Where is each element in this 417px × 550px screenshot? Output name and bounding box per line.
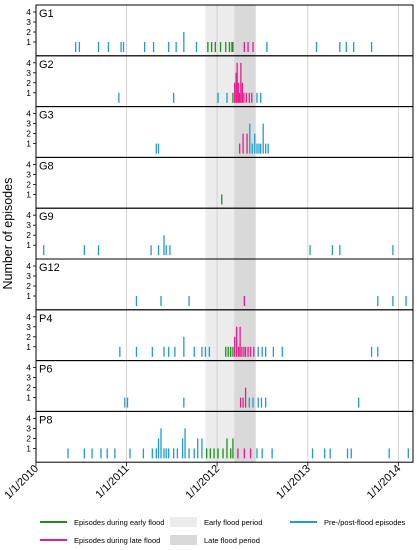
panel-label: G2	[39, 59, 54, 71]
legend-label: Episodes during late flood	[74, 536, 160, 545]
y-tick-label: 1	[26, 189, 31, 199]
y-tick-label: 3	[26, 220, 31, 230]
panel-label: P8	[39, 414, 52, 426]
y-tick-label: 2	[26, 383, 31, 393]
y-tick-label: 1	[26, 443, 31, 453]
y-tick-label: 2	[26, 129, 31, 139]
y-tick-label: 3	[26, 119, 31, 129]
y-tick-label: 3	[26, 68, 31, 78]
y-tick-label: 4	[26, 109, 31, 119]
y-tick-label: 2	[26, 332, 31, 342]
y-tick-label: 3	[26, 271, 31, 281]
y-tick-label: 1	[26, 37, 31, 47]
y-tick-label: 2	[26, 179, 31, 189]
y-tick-label: 3	[26, 373, 31, 383]
y-tick-label: 2	[26, 27, 31, 37]
x-tick-label: 1/1/2014	[365, 463, 404, 502]
y-tick-label: 4	[26, 312, 31, 322]
legend-label: Early flood period	[204, 518, 262, 527]
y-axis-title: Number of episodes	[1, 178, 15, 290]
panel-frame	[35, 410, 414, 463]
panel-label: G1	[39, 8, 54, 20]
panel-label: G12	[39, 262, 60, 274]
y-tick-label: 4	[26, 363, 31, 373]
y-tick-label: 1	[26, 139, 31, 149]
legend-label: Late flood period	[204, 536, 260, 545]
panel-label: P4	[39, 313, 52, 325]
panel-label: G9	[39, 211, 54, 223]
x-tick-label: 1/1/2012	[183, 463, 222, 502]
y-tick-label: 3	[26, 423, 31, 433]
y-tick-label: 1	[26, 393, 31, 403]
y-tick-label: 4	[26, 58, 31, 68]
legend-label: Episodes during early flood	[74, 518, 164, 527]
y-tick-label: 2	[26, 281, 31, 291]
legend-swatch	[170, 517, 197, 527]
x-tick-label: 1/1/2011	[93, 463, 131, 501]
panel-label: P6	[39, 364, 52, 376]
y-tick-label: 1	[26, 291, 31, 301]
y-tick-label: 2	[26, 433, 31, 443]
y-tick-label: 4	[26, 159, 31, 169]
panel-label: G8	[39, 160, 54, 172]
early-flood-band	[205, 5, 235, 463]
legend-label: Pre-/post-flood episodes	[324, 518, 406, 527]
y-tick-label: 4	[26, 7, 31, 17]
y-tick-label: 1	[26, 88, 31, 98]
legend-swatch	[170, 535, 197, 545]
y-tick-label: 3	[26, 322, 31, 332]
y-tick-label: 2	[26, 230, 31, 240]
panel-label: G3	[39, 110, 54, 122]
x-tick-label: 1/1/2013	[274, 463, 313, 502]
y-tick-label: 3	[26, 169, 31, 179]
y-tick-label: 3	[26, 17, 31, 27]
x-tick-label: 1/1/2010	[2, 463, 41, 502]
y-tick-label: 1	[26, 342, 31, 352]
y-tick-label: 4	[26, 210, 31, 220]
y-tick-label: 4	[26, 413, 31, 423]
y-tick-label: 4	[26, 261, 31, 271]
y-tick-label: 1	[26, 240, 31, 250]
y-tick-label: 2	[26, 78, 31, 88]
